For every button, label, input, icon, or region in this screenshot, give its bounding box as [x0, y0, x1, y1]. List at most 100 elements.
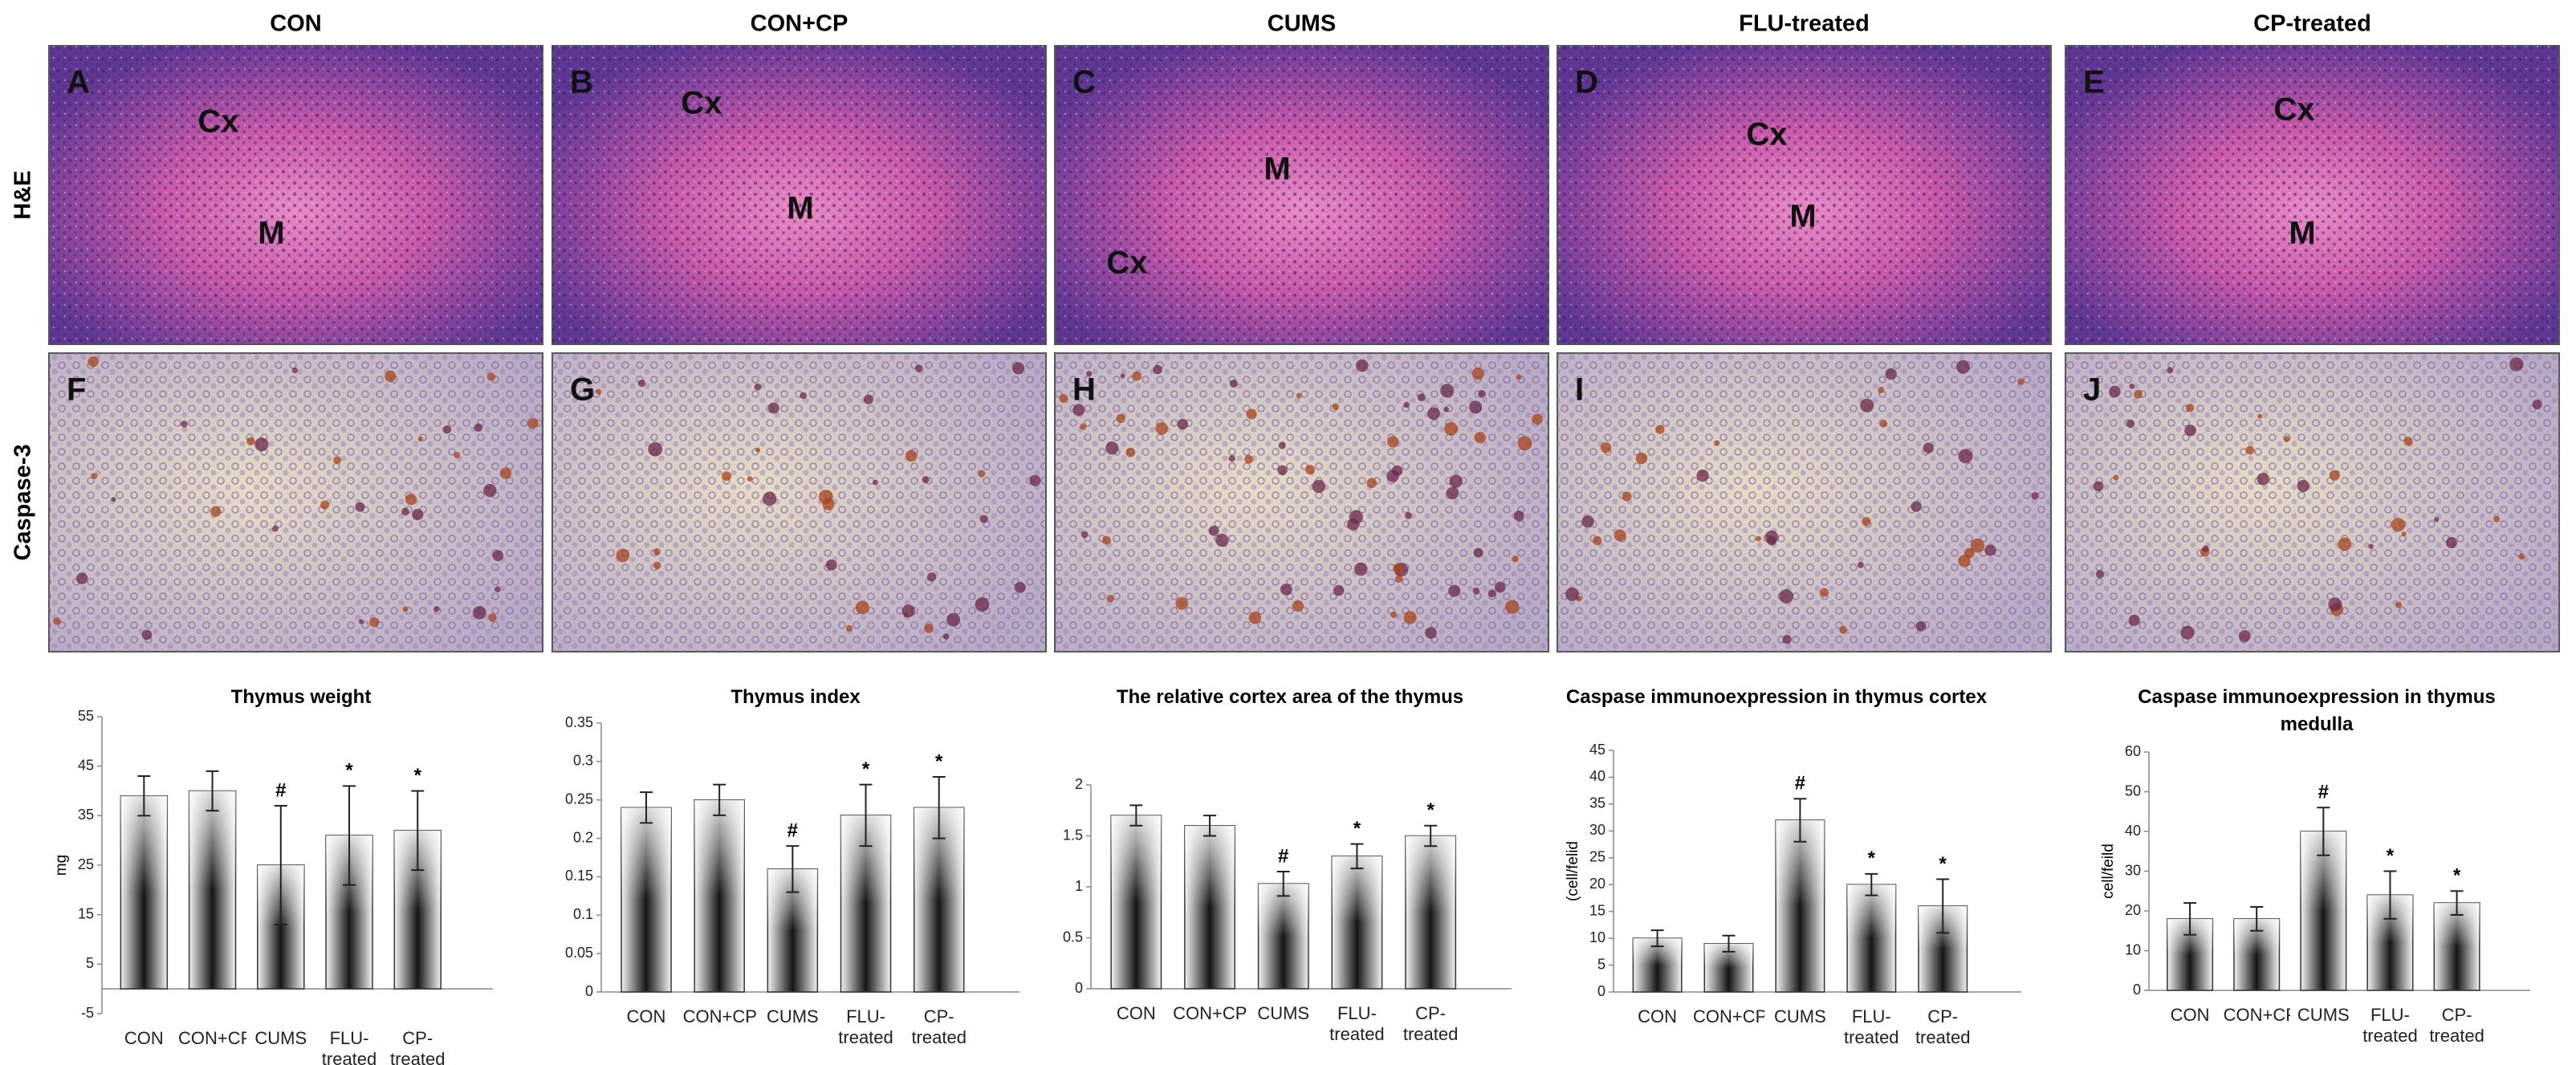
- x-tick-label-box: CUMS: [1774, 1006, 1826, 1026]
- x-tick-label-box: FLU-treated: [2362, 1005, 2418, 1046]
- x-tick-label-box: CP-treated: [1915, 1006, 1971, 1047]
- y-tick-label: 1: [1075, 878, 1083, 894]
- error-bar: [2383, 870, 2397, 920]
- region-label: Cx: [681, 86, 722, 121]
- stain-spot: [1782, 635, 1792, 644]
- stain-spot: [1756, 535, 1762, 542]
- micrograph-texture: [552, 353, 1046, 652]
- x-tick-label-box: CON+CP: [2224, 1005, 2290, 1025]
- y-tick-label: 35: [1589, 795, 1605, 811]
- x-tick-label-box: CON: [1117, 1003, 1156, 1023]
- stain-spot: [402, 606, 409, 612]
- x-tick-label: CP-treated: [1402, 1003, 1459, 1044]
- stain-spot: [1444, 421, 1459, 436]
- stain-spot: [91, 473, 98, 480]
- region-label: M: [1789, 199, 1816, 234]
- stain-spot: [1296, 392, 1302, 399]
- x-tick-label-box: CP-treated: [911, 1006, 967, 1047]
- stain-spot: [2403, 437, 2413, 446]
- stain-spot: [1106, 595, 1114, 603]
- x-tick-label: CON+CP: [177, 1028, 247, 1048]
- stain-spot: [1405, 512, 1412, 519]
- x-tick-label: CON: [2170, 1005, 2210, 1025]
- stain-spot: [2493, 515, 2500, 522]
- x-tick-label-box: CUMS: [1257, 1003, 1309, 1023]
- stain-spot: [246, 437, 255, 446]
- stain-spot: [1244, 454, 1254, 464]
- stain-spot: [1478, 389, 1486, 398]
- stain-spot: [1448, 584, 1461, 597]
- error-bar: [640, 791, 653, 824]
- y-tick-label: 60: [2125, 743, 2141, 759]
- stain-spot: [2257, 413, 2263, 419]
- stain-spot: [2184, 425, 2196, 437]
- stain-spot: [1333, 585, 1345, 596]
- region-label: M: [2289, 216, 2315, 251]
- stain-spot: [272, 525, 279, 532]
- y-tick-label: 40: [2125, 823, 2141, 839]
- y-tick-label: 30: [1589, 822, 1605, 838]
- stain-spot: [1101, 535, 1111, 545]
- error-bar: [713, 783, 726, 816]
- stain-spot: [1494, 581, 1506, 593]
- stain-spot: [2395, 601, 2403, 608]
- panel-letter: G: [570, 372, 595, 408]
- significance-marker: *: [345, 760, 353, 782]
- x-tick-label-box: CON: [627, 1006, 666, 1026]
- y-axis-label: (cell/felid: [1565, 841, 1581, 901]
- stain-spot: [2109, 385, 2121, 398]
- significance-marker: *: [1426, 799, 1435, 821]
- stain-spot: [369, 617, 380, 628]
- stain-spot: [1635, 452, 1648, 465]
- stain-spot: [2095, 570, 2105, 579]
- panel-letter: E: [2083, 65, 2105, 100]
- stain-spot: [767, 402, 779, 414]
- stain-spot: [2391, 518, 2406, 532]
- stain-spot: [1970, 538, 1985, 553]
- region-label: M: [1264, 152, 1290, 187]
- stain-spot: [1911, 501, 1922, 512]
- error-bar: [1276, 870, 1290, 897]
- stain-spot: [845, 624, 853, 632]
- stain-spot: [2283, 436, 2290, 442]
- error-bar: [343, 785, 356, 886]
- stain-spot: [87, 356, 99, 368]
- region-label: Cx: [1746, 117, 1787, 152]
- stain-spot: [1215, 533, 1229, 547]
- stain-spot: [75, 572, 88, 585]
- bar-shine: [1847, 884, 1896, 992]
- significance-marker: *: [2453, 865, 2461, 887]
- y-tick-label: 5: [1597, 956, 1605, 972]
- error-bar: [2450, 890, 2464, 916]
- error-bar: [411, 790, 425, 872]
- y-tick-label: 40: [1589, 768, 1605, 784]
- significance-marker: *: [2387, 845, 2395, 867]
- chart-title: Thymus index: [730, 686, 861, 708]
- stain-spot: [333, 456, 342, 465]
- significance-marker: #: [787, 819, 798, 841]
- stain-spot: [473, 606, 486, 620]
- error-bar: [1722, 934, 1736, 953]
- stain-spot: [1347, 518, 1360, 531]
- bar-shine: [2434, 903, 2480, 990]
- stain-spot: [2126, 419, 2135, 429]
- stain-spot: [1504, 600, 1520, 614]
- panel-letter: B: [570, 65, 593, 100]
- stain-spot: [1029, 474, 1041, 486]
- error-bar: [1203, 815, 1217, 837]
- stain-spot: [2518, 553, 2525, 560]
- stain-spot: [2433, 517, 2440, 522]
- error-bar: [1424, 824, 1438, 848]
- stain-spot: [2129, 384, 2135, 389]
- stain-spot: [181, 421, 188, 428]
- stain-spot: [1332, 403, 1340, 411]
- stain-spot: [1011, 362, 1025, 375]
- error-bar: [1650, 929, 1664, 948]
- stain-spot: [2202, 545, 2209, 552]
- x-tick-label-box: FLU-treated: [322, 1028, 377, 1065]
- y-tick-label: 0.25: [565, 791, 593, 807]
- significance-marker: *: [1868, 848, 1876, 869]
- x-tick-label: CP-treated: [1915, 1006, 1971, 1047]
- x-tick-label-box: CON+CP: [1693, 1006, 1764, 1026]
- stain-spot: [2031, 492, 2039, 500]
